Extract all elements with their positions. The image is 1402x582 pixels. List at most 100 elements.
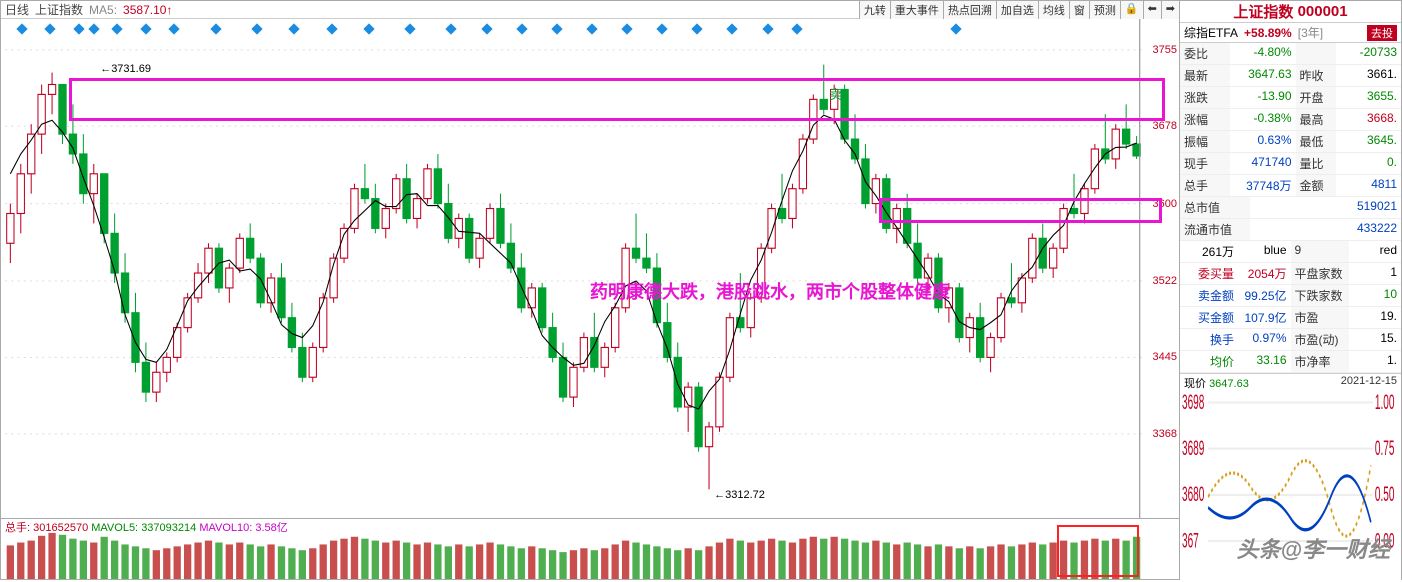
quote-val: 471740 xyxy=(1230,153,1296,175)
quote-val: blue xyxy=(1238,241,1291,263)
volume-header: 总手: 301652570 MAVOL5: 337093214 MAVOL10:… xyxy=(5,519,288,535)
quote-key: 量比 xyxy=(1296,153,1336,175)
quote-key: 均价 xyxy=(1180,351,1238,373)
quote-val: 3668. xyxy=(1336,109,1402,131)
quote-val: 0.63% xyxy=(1230,131,1296,153)
quote-val: -13.90 xyxy=(1230,87,1296,109)
candlestick-pane[interactable]: 336834453522360036783755 ←3731.69 ←3312.… xyxy=(1,19,1179,519)
quote-key: 市盈 xyxy=(1291,307,1349,329)
toolbar-button[interactable]: 预测 xyxy=(1089,1,1120,19)
quote-key: 最低 xyxy=(1296,131,1336,153)
quote-title: 上证指数 000001 xyxy=(1180,1,1401,23)
quote-key: 委买量 xyxy=(1180,263,1238,285)
quote-key: 卖金额 xyxy=(1180,285,1238,307)
quote-key: 最新 xyxy=(1180,65,1230,87)
etf-label: 综指ETFA xyxy=(1184,24,1238,41)
quote-val: 1. xyxy=(1349,351,1402,373)
quote-key: 买金额 xyxy=(1180,307,1238,329)
ma-value: 3587.10↑ xyxy=(123,3,172,17)
etf-pct: +58.89% xyxy=(1244,26,1292,40)
quote-key: 开盘 xyxy=(1296,87,1336,109)
etf-row[interactable]: 综指ETFA +58.89% [3年] 去投 xyxy=(1180,23,1401,43)
volume-pane[interactable]: 总手: 301652570 MAVOL5: 337093214 MAVOL10:… xyxy=(1,519,1179,579)
quote-key: 总手 xyxy=(1180,175,1230,197)
quote-key: 金额 xyxy=(1296,175,1336,197)
quote-key: 9 xyxy=(1291,241,1349,263)
quote-grid-2: 总市值519021流通市值433222 xyxy=(1180,197,1401,241)
etf-go-button[interactable]: 去投 xyxy=(1367,25,1397,41)
quote-val: 3655. xyxy=(1336,87,1402,109)
quote-key: 昨收 xyxy=(1296,65,1336,87)
quote-key: 现手 xyxy=(1180,153,1230,175)
quote-val: 4811 xyxy=(1336,175,1402,197)
etf-period: [3年] xyxy=(1298,24,1323,41)
quote-key: 261万 xyxy=(1180,241,1238,263)
quote-key: 涨幅 xyxy=(1180,109,1230,131)
quote-val: red xyxy=(1349,241,1402,263)
quote-val: 107.9亿 xyxy=(1238,307,1291,329)
high-annotation: ←3731.69 xyxy=(100,63,151,75)
quote-key: 最高 xyxy=(1296,109,1336,131)
quote-grid-3: 261万blue9red 委买量2054万平盘家数1 卖金额99.25亿下跌家数10… xyxy=(1180,241,1401,373)
quote-grid-1: 委比-4.80%-20733最新3647.63昨收3661.涨跌-13.90开盘… xyxy=(1180,43,1401,197)
svg-text:3689: 3689 xyxy=(1182,437,1204,460)
quote-val: -0.38% xyxy=(1230,109,1296,131)
toolbar-button[interactable]: 🔒 xyxy=(1120,1,1143,19)
y-axis-label: 3368 xyxy=(1153,428,1177,440)
volume-highlight-box xyxy=(1057,525,1139,577)
toolbar-button[interactable]: 九转 xyxy=(860,1,890,19)
svg-text:3698: 3698 xyxy=(1182,392,1204,414)
quote-val: 15. xyxy=(1349,329,1402,351)
quote-key: 振幅 xyxy=(1180,131,1230,153)
y-axis-label: 3678 xyxy=(1153,120,1177,132)
svg-text:0.75: 0.75 xyxy=(1375,437,1395,460)
quote-val: 3645. xyxy=(1336,131,1402,153)
annotation-text: 药明康德大跌，港股跳水，两市个股整体健康 xyxy=(590,278,950,304)
quote-key: 市盈(动) xyxy=(1291,329,1349,351)
toolbar-button[interactable]: 热点回溯 xyxy=(943,1,996,19)
quote-val: 37748万 xyxy=(1230,175,1296,197)
quote-key: 总市值 xyxy=(1180,197,1250,219)
quote-key: 委比 xyxy=(1180,43,1230,65)
quote-val: 433222 xyxy=(1250,219,1401,241)
quote-val: 0. xyxy=(1336,153,1402,175)
quote-val: 33.16 xyxy=(1238,351,1291,373)
toolbar-button[interactable]: 加自选 xyxy=(996,1,1038,19)
quote-key: 流通市值 xyxy=(1180,219,1250,241)
toolbar: 九转重大事件热点回溯加自选均线窗预测🔒⬅➡ xyxy=(859,1,1179,19)
index-name: 上证指数 xyxy=(35,1,83,18)
quote-key: 涨跌 xyxy=(1180,87,1230,109)
y-axis-label: 3522 xyxy=(1153,275,1177,287)
highlight-box-1 xyxy=(69,78,1164,121)
quote-panel: 上证指数 000001 综指ETFA +58.89% [3年] 去投 委比-4.… xyxy=(1180,0,1402,580)
toolbar-button[interactable]: 重大事件 xyxy=(890,1,943,19)
quote-key: 市净率 xyxy=(1291,351,1349,373)
quote-val: 10 xyxy=(1349,285,1402,307)
quote-key: 换手 xyxy=(1180,329,1238,351)
svg-text:367: 367 xyxy=(1182,530,1199,553)
quote-val: 99.25亿 xyxy=(1238,285,1291,307)
kline-label: 日线 xyxy=(5,1,29,18)
ma-label: MA5: xyxy=(89,3,117,17)
toolbar-button[interactable]: ⬅ xyxy=(1143,1,1161,19)
quote-val: 3661. xyxy=(1336,65,1402,87)
quote-val: -4.80% xyxy=(1230,43,1296,65)
highlight-box-2 xyxy=(879,198,1162,223)
toolbar-button[interactable]: 窗 xyxy=(1069,1,1089,19)
quote-key: 平盘家数 xyxy=(1291,263,1349,285)
toolbar-button[interactable]: ➡ xyxy=(1161,1,1179,19)
quote-val: 19. xyxy=(1349,307,1402,329)
quote-key: 下跌家数 xyxy=(1291,285,1349,307)
quote-val: 2054万 xyxy=(1238,263,1291,285)
low-annotation: ←3312.72 xyxy=(714,489,765,501)
svg-text:0.50: 0.50 xyxy=(1375,483,1395,506)
svg-text:1.00: 1.00 xyxy=(1375,392,1395,414)
y-axis-label: 3445 xyxy=(1153,351,1177,363)
quote-val: 3647.63 xyxy=(1230,65,1296,87)
quote-val: 0.97% xyxy=(1238,329,1291,351)
toolbar-button[interactable]: 均线 xyxy=(1038,1,1069,19)
quote-key xyxy=(1296,43,1336,65)
quote-val: 1 xyxy=(1349,263,1402,285)
y-axis-label: 3755 xyxy=(1153,44,1177,56)
watermark: 头条@李一财经 xyxy=(1237,532,1390,564)
